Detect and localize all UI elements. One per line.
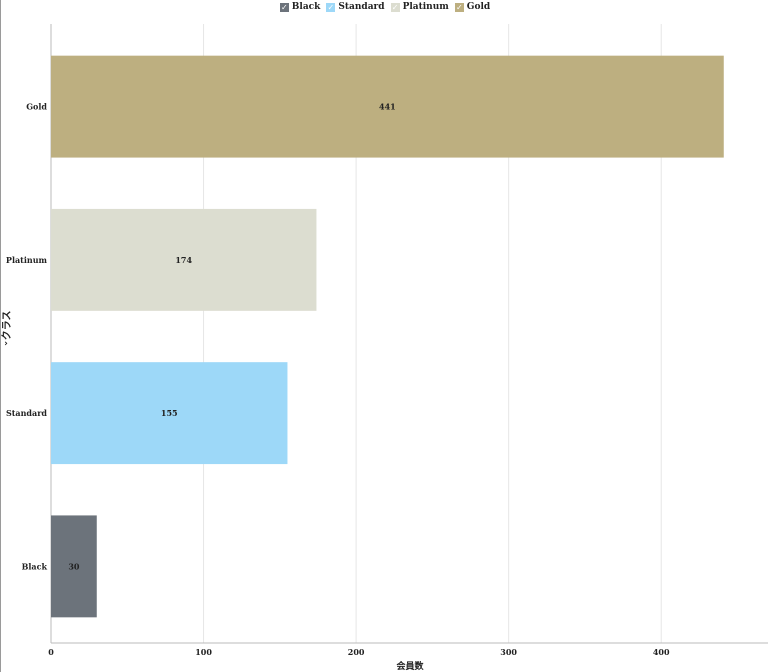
legend-item-platinum[interactable]: ✓ Platinum bbox=[390, 2, 449, 12]
legend-label: Standard bbox=[338, 2, 385, 12]
bar-platinum[interactable] bbox=[51, 208, 317, 311]
data-label: 441 bbox=[379, 102, 396, 112]
category-label: Gold bbox=[26, 102, 47, 112]
bar-gold[interactable] bbox=[51, 55, 724, 158]
legend-item-standard[interactable]: ✓ Standard bbox=[326, 2, 385, 12]
legend-label: Gold bbox=[466, 2, 491, 12]
legend-label: Black bbox=[291, 2, 321, 12]
bar-standard[interactable] bbox=[51, 362, 288, 465]
legend: ✓ Black ✓ Standard ✓ Platinum ✓ Gold bbox=[0, 2, 770, 12]
checkbox-icon[interactable]: ✓ bbox=[279, 2, 289, 12]
legend-item-gold[interactable]: ✓ Gold bbox=[454, 2, 491, 12]
category-label: Black bbox=[22, 561, 48, 571]
x-tick-label: 100 bbox=[195, 647, 212, 657]
frame-border bbox=[0, 0, 1, 672]
checkbox-icon[interactable]: ✓ bbox=[390, 2, 400, 12]
x-tick-label: 400 bbox=[653, 647, 670, 657]
data-label: 174 bbox=[175, 255, 192, 265]
data-label: 155 bbox=[161, 408, 178, 418]
data-label: 30 bbox=[68, 561, 80, 571]
x-axis-title: 会員数 bbox=[396, 662, 424, 672]
x-tick-label: 0 bbox=[48, 647, 54, 657]
legend-item-black[interactable]: ✓ Black bbox=[279, 2, 321, 12]
checkbox-icon[interactable]: ✓ bbox=[326, 2, 336, 12]
category-label: Standard bbox=[6, 408, 47, 418]
checkbox-icon[interactable]: ✓ bbox=[454, 2, 464, 12]
category-label: Platinum bbox=[6, 255, 48, 265]
x-tick-label: 200 bbox=[348, 647, 365, 657]
legend-label: Platinum bbox=[402, 2, 449, 12]
bar-black[interactable] bbox=[51, 515, 97, 618]
x-tick-label: 300 bbox=[500, 647, 517, 657]
